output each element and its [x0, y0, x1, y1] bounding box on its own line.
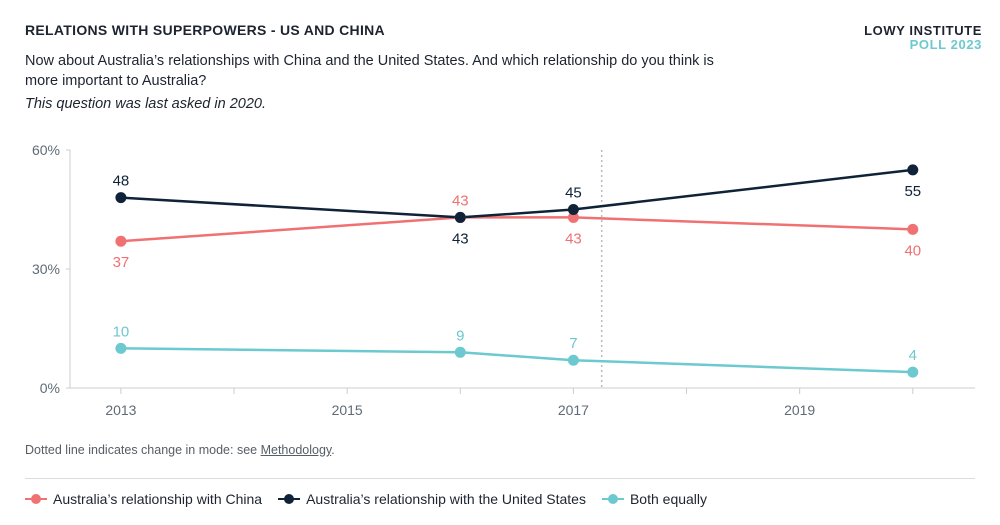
data-point[interactable] [454, 211, 466, 223]
methodology-link[interactable]: Methodology [260, 443, 332, 457]
data-label: 40 [904, 242, 921, 259]
x-tick-label: 2013 [105, 402, 136, 418]
x-tick-label: 2015 [332, 402, 363, 418]
data-label: 37 [113, 254, 130, 271]
legend-swatch [278, 493, 301, 505]
data-label: 43 [452, 230, 469, 247]
brand-name: LOWY INSTITUTE [864, 23, 982, 38]
data-label: 48 [113, 173, 130, 190]
chart-title: RELATIONS WITH SUPERPOWERS - US AND CHIN… [25, 22, 385, 38]
data-point[interactable] [115, 342, 127, 354]
footnote-suffix: . [331, 443, 335, 457]
data-point[interactable] [567, 204, 579, 215]
legend-item[interactable]: Both equally [601, 491, 708, 507]
legend-label: Australia’s relationship with the United… [306, 491, 586, 507]
data-label: 43 [565, 230, 582, 247]
x-tick-label: 2017 [558, 402, 589, 418]
data-point[interactable] [115, 192, 127, 204]
data-label: 45 [565, 185, 582, 202]
data-point[interactable] [567, 354, 579, 366]
legend-item[interactable]: Australia’s relationship with the United… [278, 491, 586, 507]
data-point[interactable] [907, 164, 919, 176]
series-points [115, 164, 919, 378]
chart-legend: Australia’s relationship with China Austr… [25, 491, 723, 507]
legend-swatch [25, 493, 47, 505]
x-tick-label: 2019 [784, 402, 815, 418]
series-line-0 [120, 216, 913, 243]
data-label: 43 [452, 192, 469, 209]
data-point[interactable] [907, 366, 919, 378]
data-label: 4 [909, 347, 917, 364]
data-point[interactable] [454, 346, 466, 358]
series-line-1 [120, 168, 913, 219]
data-point[interactable] [567, 211, 579, 223]
survey-note: This question was last asked in 2020. [25, 96, 266, 112]
legend-label: Both equally [629, 491, 708, 507]
footnote: Dotted line indicates change in mode: se… [25, 443, 335, 457]
legend-item[interactable]: Australia’s relationship with China [25, 491, 262, 507]
y-tick-label: 0% [40, 380, 60, 396]
y-tick-label: 60% [32, 142, 60, 158]
legend-divider [25, 478, 975, 479]
data-label: 55 [904, 183, 921, 200]
data-point[interactable] [115, 235, 127, 247]
series-line-2 [120, 347, 913, 374]
y-tick-label: 30% [32, 261, 60, 277]
legend-label: Australia’s relationship with China [53, 491, 263, 507]
data-point[interactable] [907, 223, 919, 235]
data-label: 10 [113, 323, 130, 340]
data-label: 7 [569, 335, 577, 352]
brand-poll: POLL 2023 [909, 37, 982, 52]
chart-axes: 0% 30% 60% 2013 2015 2017 2019 [32, 142, 975, 418]
series-lines [120, 168, 913, 374]
footnote-text: Dotted line indicates change in mode: se… [25, 443, 261, 457]
survey-question: Now about Australia’s relationships with… [25, 53, 714, 89]
legend-swatch [601, 493, 624, 505]
brand-logo: LOWY INSTITUTE POLL 2023 [864, 24, 982, 52]
data-labels: 37 43 43 40 48 43 45 55 10 9 7 4 [113, 173, 922, 365]
data-label: 9 [456, 327, 464, 344]
